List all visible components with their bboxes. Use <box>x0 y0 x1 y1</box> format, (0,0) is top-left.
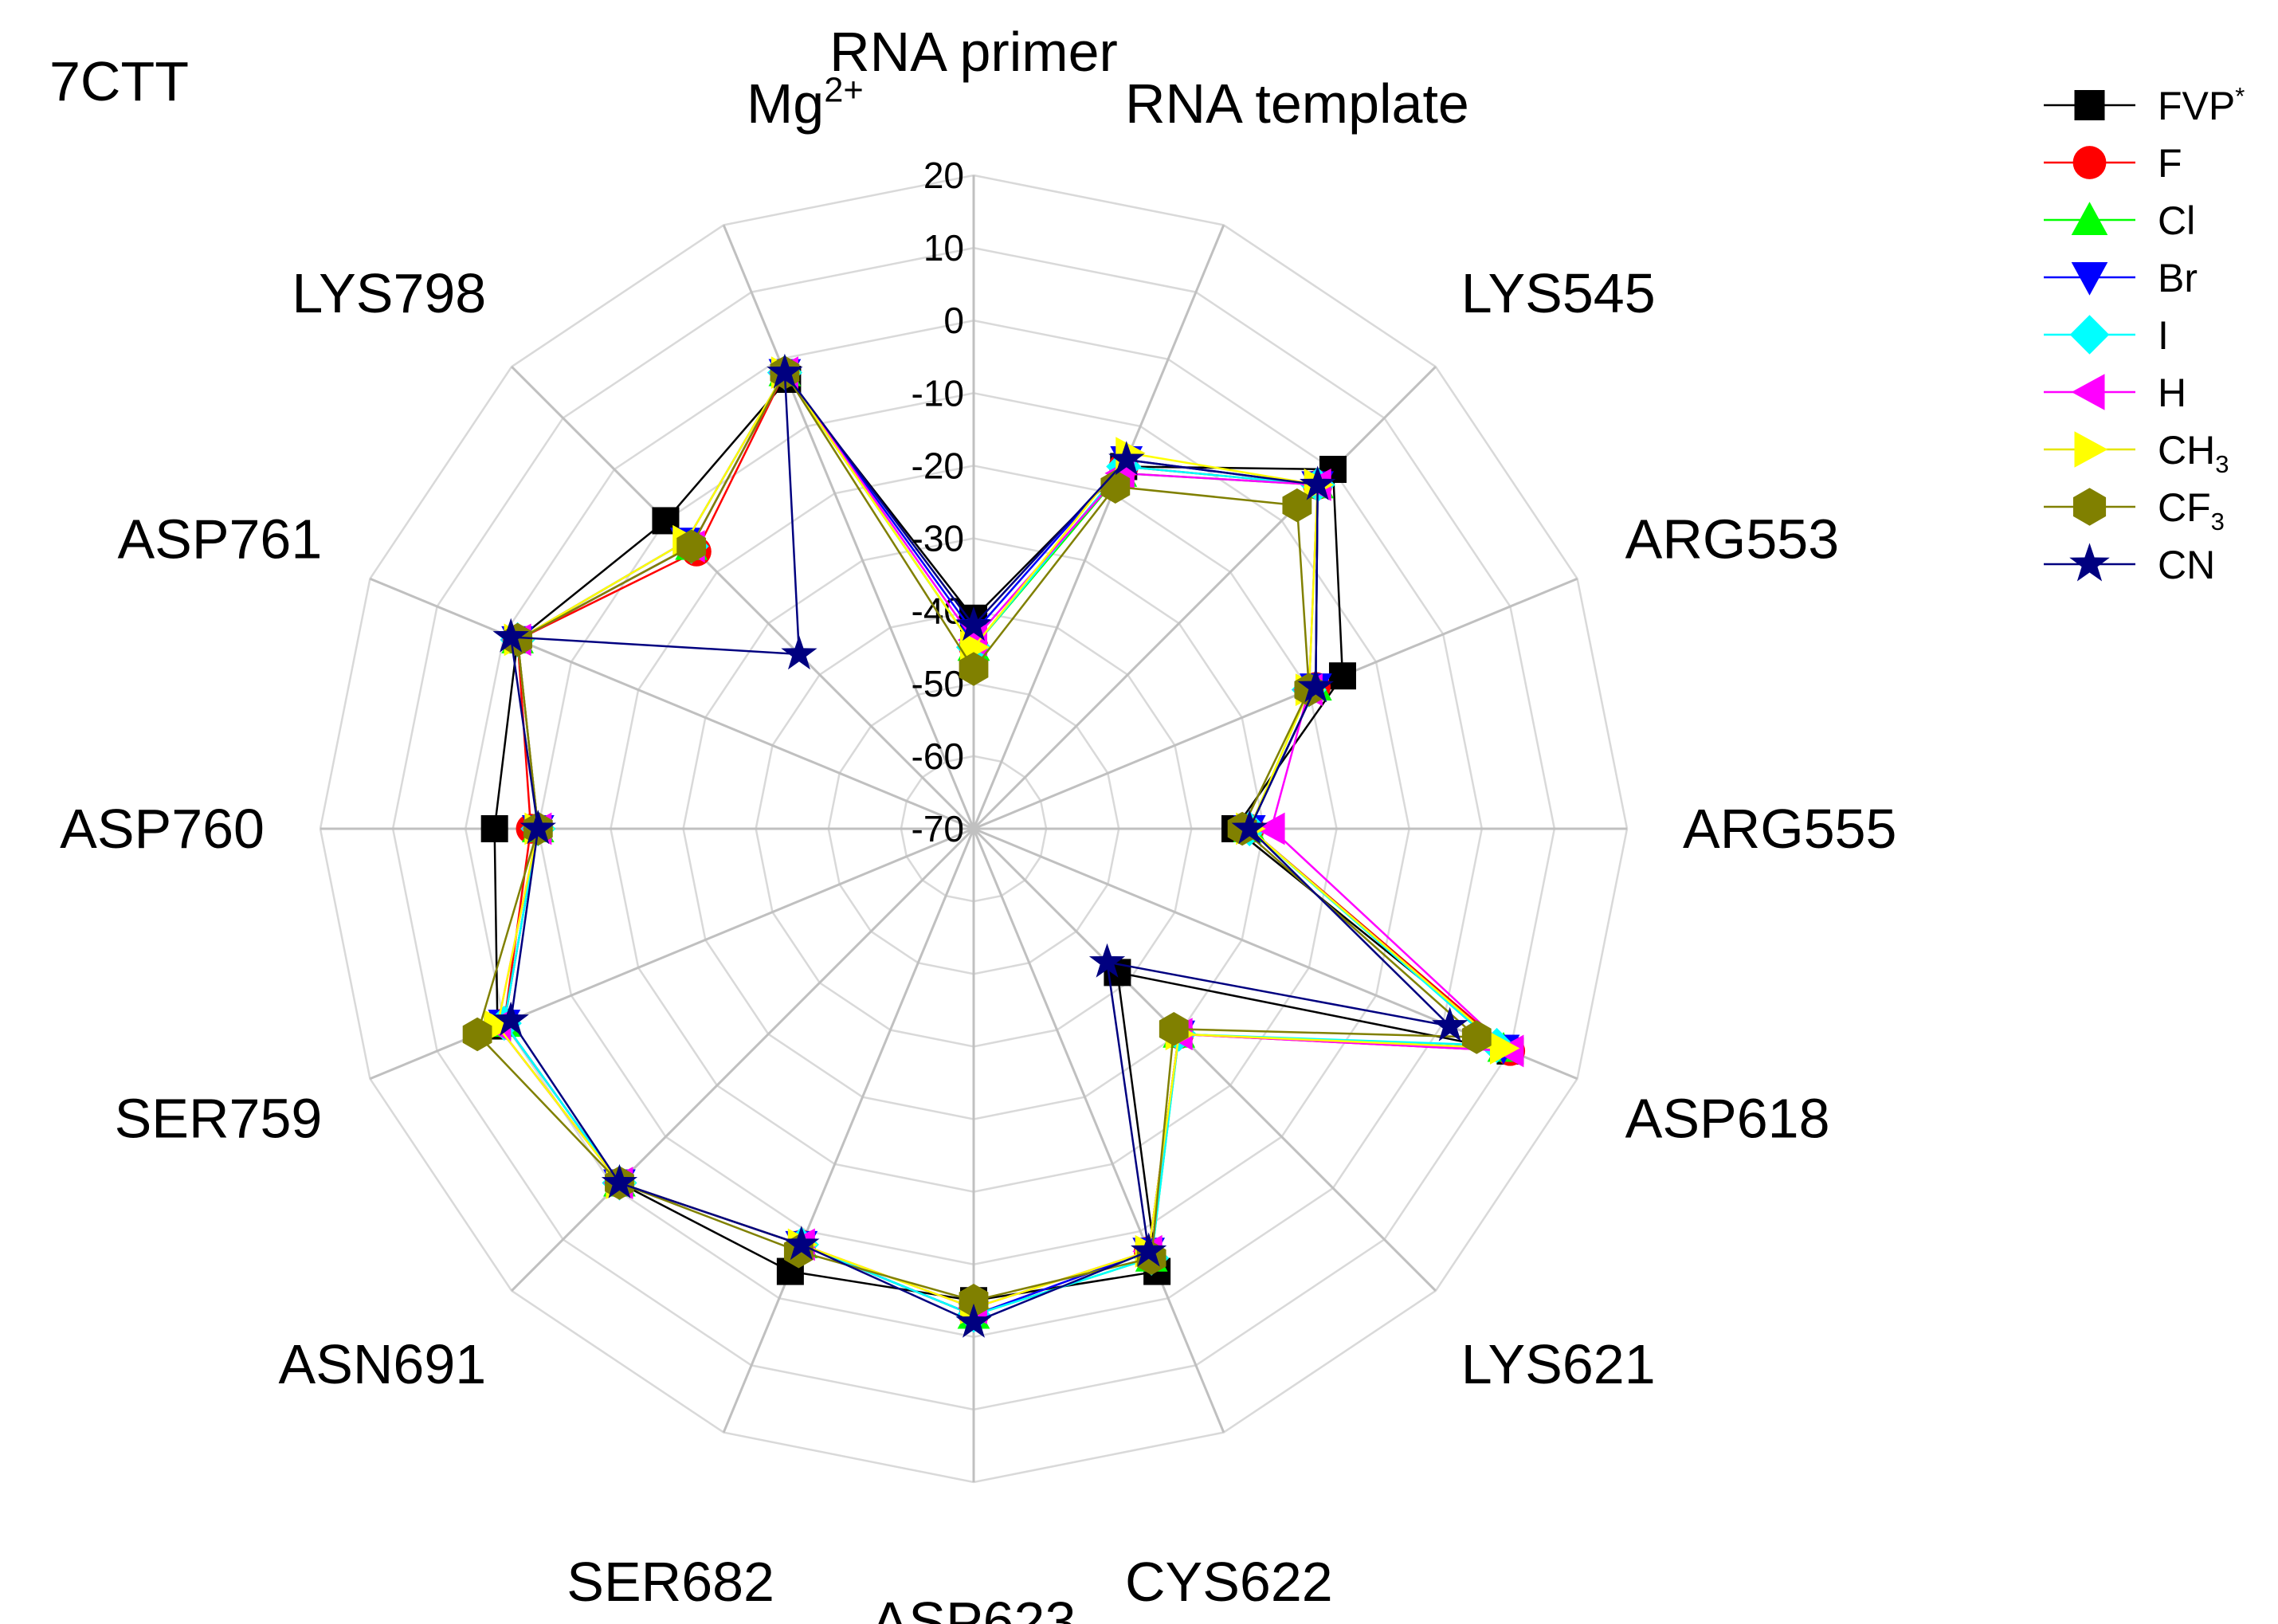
legend: FVP* F Cl Br IH CH3 CF3 CN <box>2044 82 2245 587</box>
radial-tick-label: 0 <box>943 300 964 341</box>
legend-label-ch3: CH3 <box>2158 428 2229 478</box>
data-point-cn <box>1231 810 1268 845</box>
data-point-cn <box>1432 1006 1468 1041</box>
radial-tick-label: -20 <box>912 445 964 486</box>
data-point-cn <box>1300 465 1336 500</box>
data-point-cn <box>1088 943 1126 978</box>
data-point-cf3 <box>676 529 707 563</box>
spoke-line <box>973 577 1578 830</box>
legend-marker-cn <box>2069 543 2110 582</box>
legend-item-h: H <box>2044 371 2186 415</box>
data-point-cf3 <box>959 652 989 686</box>
data-point-ch3 <box>1489 1032 1520 1065</box>
legend-label-cf3: CF3 <box>2158 485 2225 535</box>
spoke-line <box>369 577 974 830</box>
radar-grid <box>319 174 1629 1484</box>
data-point-cn <box>781 635 817 670</box>
spoke-line <box>722 224 975 830</box>
legend-label-h: H <box>2158 371 2186 415</box>
legend-item-cl: Cl <box>2044 198 2195 243</box>
category-label-asp618: ASP618 <box>1625 1088 1830 1150</box>
data-point-cn <box>601 1163 638 1198</box>
legend-item-br: Br <box>2044 256 2198 300</box>
legend-label-cn: CN <box>2158 543 2215 587</box>
data-point-cf3 <box>462 1017 492 1052</box>
legend-label-fvp: FVP* <box>2158 82 2245 128</box>
data-point-cn <box>520 810 556 845</box>
radial-tick-label: -50 <box>912 663 964 704</box>
legend-marker-h <box>2071 374 2105 410</box>
radial-tick-label: 20 <box>923 155 964 196</box>
data-point-h <box>1255 812 1285 845</box>
data-point-cf3 <box>1461 1020 1492 1054</box>
data-point-cn <box>1131 1232 1167 1267</box>
category-label-mg2-: Mg2+ <box>747 71 864 135</box>
legend-marker-f <box>2072 146 2107 179</box>
category-label-asp623: ASP623 <box>872 1591 1076 1624</box>
legend-item-cf3: CF3 <box>2044 485 2225 535</box>
legend-marker-cl <box>2071 202 2108 235</box>
spoke-line <box>722 828 975 1434</box>
category-label-ser682: SER682 <box>567 1551 774 1613</box>
data-point-fvp <box>480 815 508 842</box>
spoke-line <box>511 366 975 830</box>
legend-item-f: F <box>2044 141 2182 186</box>
spoke-line <box>972 366 1437 830</box>
category-label-asp760: ASP760 <box>60 798 265 860</box>
legend-marker-cf3 <box>2072 488 2107 526</box>
data-point-cn <box>492 1001 529 1036</box>
data-point-cn <box>767 353 803 388</box>
data-point-cf3 <box>959 1283 989 1318</box>
spoke-line <box>972 828 1225 1434</box>
category-label-lys621: LYS621 <box>1461 1333 1656 1395</box>
category-label-rna-template: RNA template <box>1125 73 1469 135</box>
radial-tick-label: -60 <box>912 736 964 777</box>
legend-label-br: Br <box>2158 256 2198 300</box>
radial-tick-label: 10 <box>923 227 964 269</box>
spoke-line <box>369 827 974 1081</box>
series-cn <box>492 353 1468 1338</box>
legend-label-f: F <box>2158 141 2182 186</box>
category-label-lys545: LYS545 <box>1461 262 1656 324</box>
legend-item-fvp: FVP* <box>2044 82 2245 128</box>
data-point-cn <box>783 1226 820 1261</box>
legend-marker-i <box>2069 315 2110 355</box>
data-point-cn <box>955 1303 992 1338</box>
data-point-cf3 <box>1159 1012 1189 1046</box>
category-label-cys622: CYS622 <box>1125 1551 1333 1613</box>
category-label-arg553: ARG553 <box>1625 508 1839 570</box>
chart-corner-label: 7CTT <box>49 50 189 112</box>
data-point-cf3 <box>1100 469 1131 504</box>
data-point-ch3 <box>960 630 990 664</box>
category-label-asn691: ASN691 <box>279 1333 487 1395</box>
spoke-line <box>511 827 975 1292</box>
legend-item-ch3: CH3 <box>2044 428 2229 478</box>
radial-tick-label: -70 <box>912 808 964 849</box>
legend-label-cl: Cl <box>2158 198 2195 243</box>
data-point-cn <box>1108 441 1145 476</box>
series-cl <box>488 356 1520 1329</box>
legend-label-i: I <box>2158 313 2169 358</box>
legend-item-cn: CN <box>2044 543 2215 587</box>
category-label-ser759: SER759 <box>115 1088 323 1150</box>
spoke-line <box>972 827 1437 1292</box>
category-label-lys798: LYS798 <box>292 262 486 324</box>
category-label-rna-primer: RNA primer <box>829 21 1118 83</box>
category-label-asp761: ASP761 <box>117 508 322 570</box>
radial-tick-label: -10 <box>912 372 964 414</box>
legend-marker-ch3 <box>2074 431 2108 468</box>
data-point-fvp <box>1328 662 1356 690</box>
series-layer <box>462 353 1526 1338</box>
data-point-cn <box>955 606 992 641</box>
data-point-cf3 <box>1282 488 1312 523</box>
legend-marker-br <box>2071 262 2108 296</box>
legend-item-i: I <box>2044 313 2169 358</box>
spoke-line <box>972 224 1225 830</box>
category-label-arg555: ARG555 <box>1683 798 1896 860</box>
data-point-cn <box>1297 668 1334 703</box>
data-point-cn <box>492 618 529 653</box>
legend-marker-fvp <box>2074 90 2105 120</box>
